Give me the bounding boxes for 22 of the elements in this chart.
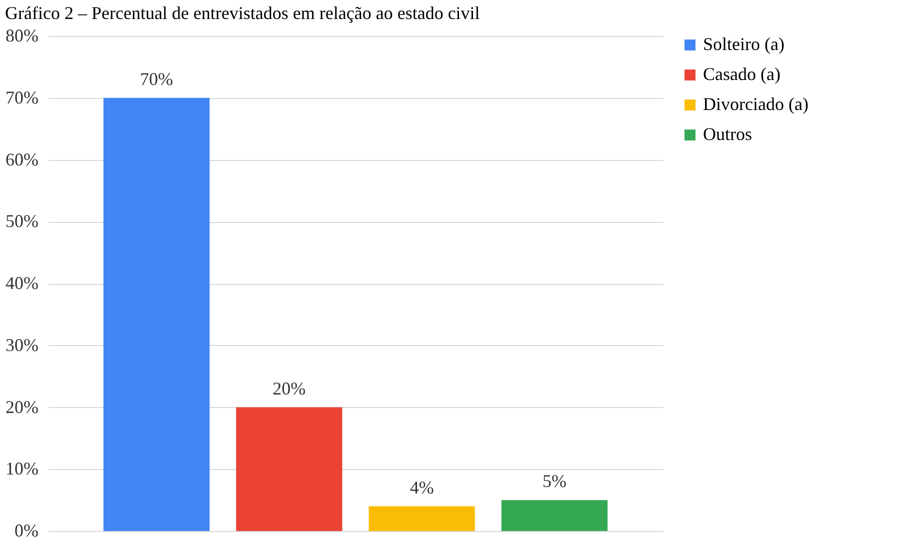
data-label: 70%	[140, 68, 174, 89]
y-tick-label: 60%	[6, 149, 38, 170]
y-tick-label: 40%	[6, 273, 38, 293]
legend-label: Outros	[703, 124, 752, 144]
y-tick-label: 70%	[6, 87, 38, 108]
data-label: 5%	[542, 471, 566, 492]
y-tick-label: 20%	[6, 396, 38, 417]
legend-label: Divorciado (a)	[703, 94, 808, 114]
legend-label: Casado (a)	[703, 64, 780, 84]
y-tick-label: 0%	[14, 520, 38, 540]
bar	[501, 500, 608, 531]
chart-title: Gráfico 2 – Percentual de entrevistados em relação ao estado civil	[5, 3, 480, 23]
y-tick-label: 80%	[6, 26, 38, 46]
y-tick-label: 30%	[6, 334, 38, 355]
data-label: 4%	[410, 477, 434, 498]
bar	[236, 407, 342, 531]
data-label: 20%	[272, 378, 306, 398]
bar	[368, 506, 475, 531]
y-tick-label: 50%	[6, 211, 38, 232]
bar	[103, 98, 210, 531]
legend-label: Solteiro (a)	[703, 34, 784, 54]
y-tick-label: 10%	[6, 458, 38, 479]
